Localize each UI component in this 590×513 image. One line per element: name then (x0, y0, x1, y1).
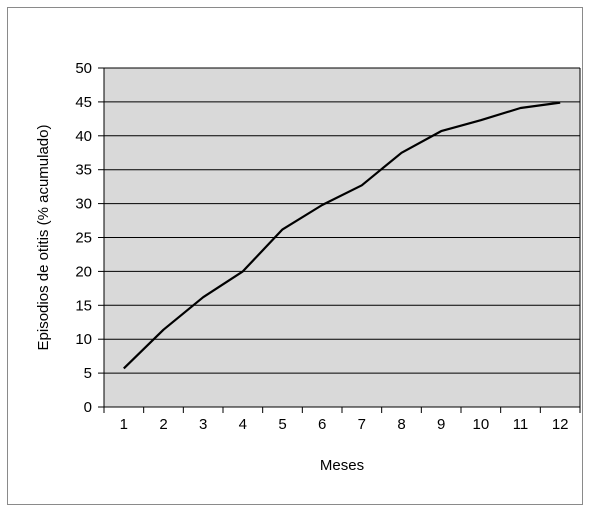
x-tick-label: 7 (358, 416, 366, 433)
y-tick-label: 45 (75, 94, 92, 111)
y-tick-label: 15 (75, 297, 92, 314)
gridlines (104, 67, 580, 374)
x-tick-label: 6 (318, 416, 326, 433)
x-tick-label: 10 (472, 416, 489, 433)
x-tick-label: 8 (397, 416, 405, 433)
x-tick-label: 3 (199, 416, 207, 433)
y-tick-label: 35 (75, 162, 92, 179)
x-axis-title: Meses (320, 457, 364, 474)
y-tick-label: 25 (75, 230, 92, 247)
y-tick-label: 40 (75, 128, 92, 145)
axes (98, 67, 581, 413)
x-tick-label: 11 (513, 416, 529, 433)
y-tick-label: 30 (75, 196, 92, 213)
y-tick-labels: 0 5 10 15 20 25 30 35 40 45 50 (75, 60, 92, 416)
y-tick-label: 50 (75, 60, 92, 77)
x-tick-label: 2 (159, 416, 167, 433)
y-tick-label: 10 (75, 331, 92, 348)
x-tick-label: 4 (239, 416, 247, 433)
x-tick-label: 9 (437, 416, 445, 433)
x-tick-label: 5 (278, 416, 286, 433)
y-tick-label: 20 (75, 263, 92, 280)
x-tick-label: 12 (552, 416, 569, 433)
y-tick-label: 0 (84, 399, 92, 416)
x-tick-label: 1 (120, 416, 128, 433)
series-line (123, 101, 561, 370)
x-tick-labels: 1 2 3 4 5 6 7 8 9 10 11 12 (120, 416, 569, 433)
y-axis-title: Episodios de otitis (% acumulado) (35, 125, 52, 351)
y-tick-label: 5 (84, 365, 92, 382)
